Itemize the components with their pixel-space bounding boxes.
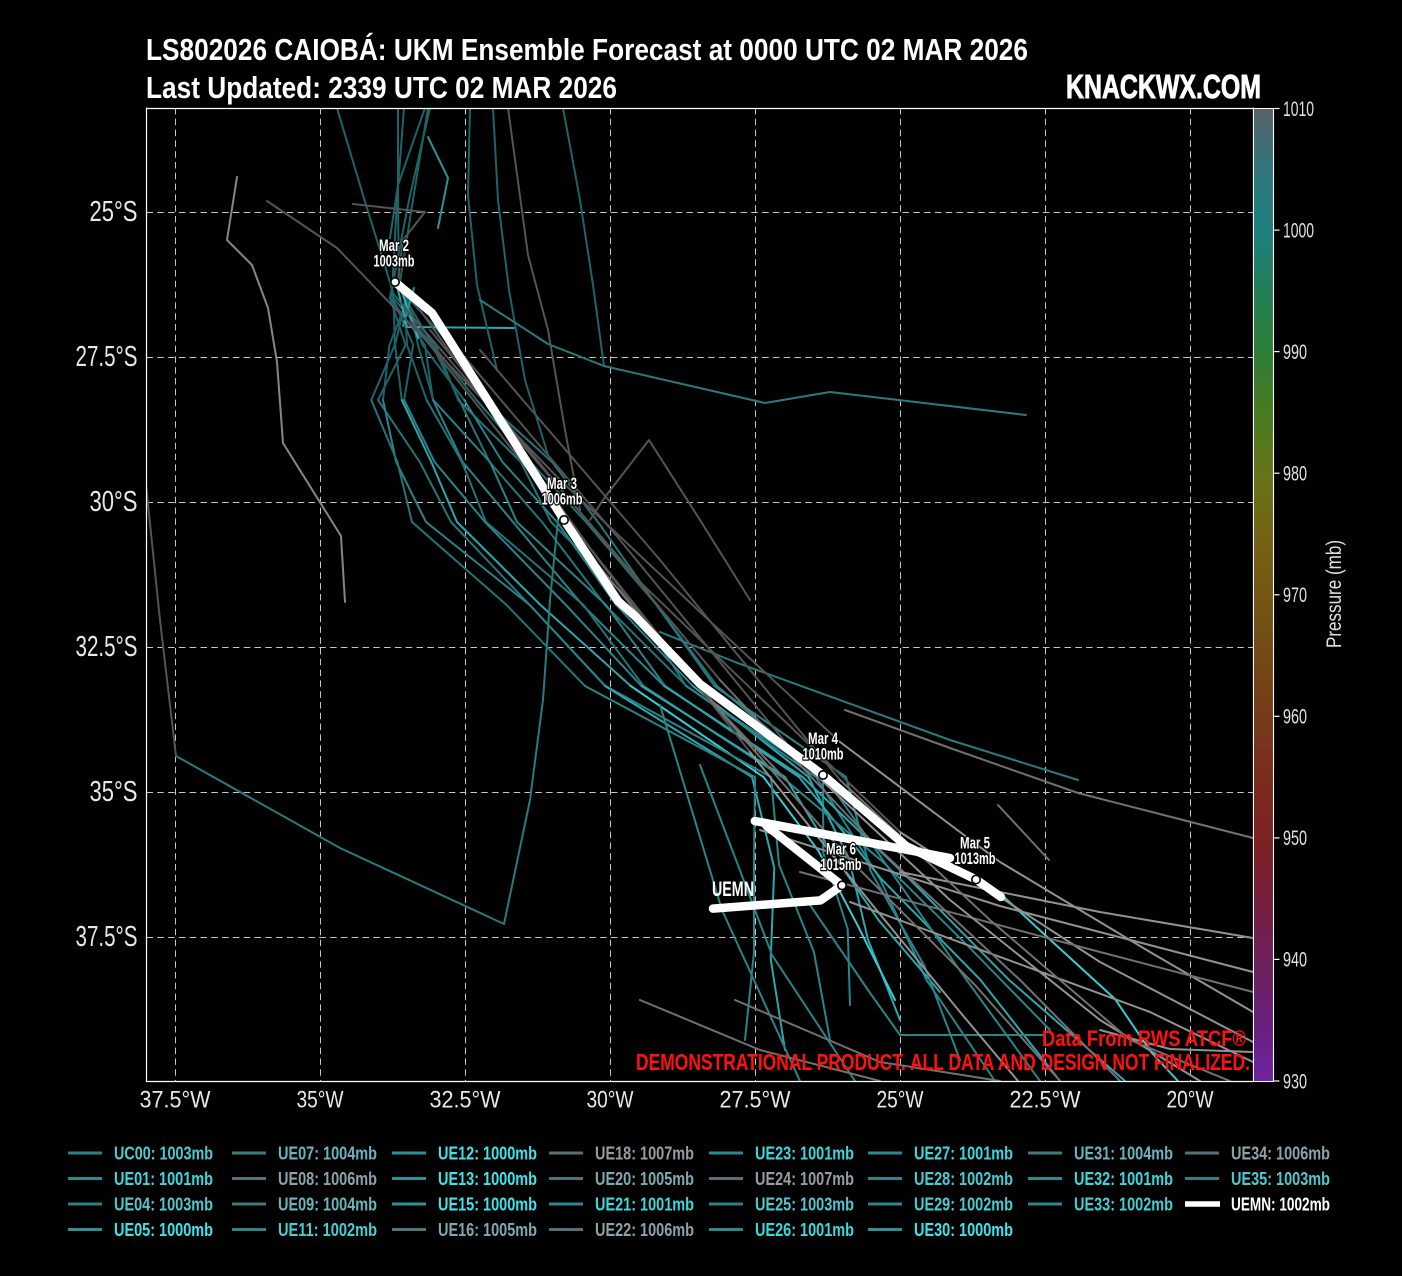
svg-text:UE24: 1007mb: UE24: 1007mb xyxy=(755,1169,854,1189)
svg-text:980: 980 xyxy=(1283,462,1307,486)
svg-text:UE23: 1001mb: UE23: 1001mb xyxy=(755,1144,854,1164)
svg-text:22.5°W: 22.5°W xyxy=(1010,1087,1081,1114)
svg-text:UE31: 1004mb: UE31: 1004mb xyxy=(1074,1144,1173,1164)
svg-text:960: 960 xyxy=(1283,705,1307,729)
svg-text:UE16: 1005mb: UE16: 1005mb xyxy=(438,1220,537,1240)
svg-text:1010: 1010 xyxy=(1283,97,1314,121)
svg-text:Mar 4: Mar 4 xyxy=(808,729,838,748)
svg-text:UE22: 1006mb: UE22: 1006mb xyxy=(595,1220,694,1240)
svg-text:32.5°W: 32.5°W xyxy=(430,1087,501,1114)
svg-text:UE04: 1003mb: UE04: 1003mb xyxy=(114,1195,213,1215)
svg-text:27.5°S: 27.5°S xyxy=(76,341,138,373)
svg-text:35°W: 35°W xyxy=(297,1087,344,1114)
svg-text:1000: 1000 xyxy=(1283,218,1314,242)
svg-text:LS802026 CAIOBÁ: UKM Ensemble: LS802026 CAIOBÁ: UKM Ensemble Forecast a… xyxy=(146,32,1028,67)
svg-text:970: 970 xyxy=(1283,583,1307,607)
svg-text:1010mb: 1010mb xyxy=(803,745,844,764)
svg-text:UEMN: UEMN xyxy=(712,878,754,901)
svg-text:37.5°S: 37.5°S xyxy=(76,921,138,953)
svg-text:UE15: 1000mb: UE15: 1000mb xyxy=(438,1195,537,1215)
svg-text:UE08: 1006mb: UE08: 1006mb xyxy=(278,1169,377,1189)
svg-text:Data From RWS ATCF®: Data From RWS ATCF® xyxy=(1042,1026,1246,1051)
svg-text:UE12: 1000mb: UE12: 1000mb xyxy=(438,1144,537,1164)
svg-text:UE07: 1004mb: UE07: 1004mb xyxy=(278,1144,377,1164)
svg-text:UE01: 1001mb: UE01: 1001mb xyxy=(114,1169,213,1189)
svg-text:27.5°W: 27.5°W xyxy=(720,1087,791,1114)
svg-text:1013mb: 1013mb xyxy=(955,849,996,868)
svg-text:Mar 3: Mar 3 xyxy=(547,474,577,493)
svg-text:35°S: 35°S xyxy=(90,776,138,808)
svg-text:UE13: 1000mb: UE13: 1000mb xyxy=(438,1169,537,1189)
svg-text:UE33: 1002mb: UE33: 1002mb xyxy=(1074,1195,1173,1215)
svg-text:Mar 5: Mar 5 xyxy=(960,834,990,853)
svg-text:KNACKWX.COM: KNACKWX.COM xyxy=(1066,68,1261,105)
svg-text:UE29: 1002mb: UE29: 1002mb xyxy=(914,1195,1013,1215)
svg-text:1006mb: 1006mb xyxy=(542,490,583,509)
svg-text:Mar 6: Mar 6 xyxy=(826,839,856,858)
svg-text:UE21: 1001mb: UE21: 1001mb xyxy=(595,1195,694,1215)
svg-text:UE35: 1003mb: UE35: 1003mb xyxy=(1231,1169,1330,1189)
svg-text:25°S: 25°S xyxy=(90,196,138,228)
svg-text:32.5°S: 32.5°S xyxy=(76,631,138,663)
svg-text:UE25: 1003mb: UE25: 1003mb xyxy=(755,1195,854,1215)
svg-text:UE26: 1001mb: UE26: 1001mb xyxy=(755,1220,854,1240)
svg-text:Mar 2: Mar 2 xyxy=(379,236,409,255)
svg-text:Pressure (mb): Pressure (mb) xyxy=(1323,540,1346,648)
svg-text:UE27: 1001mb: UE27: 1001mb xyxy=(914,1144,1013,1164)
svg-text:UE34: 1006mb: UE34: 1006mb xyxy=(1231,1144,1330,1164)
svg-text:20°W: 20°W xyxy=(1167,1087,1214,1114)
svg-text:940: 940 xyxy=(1283,948,1307,972)
svg-text:UE11: 1002mb: UE11: 1002mb xyxy=(278,1220,377,1240)
svg-text:950: 950 xyxy=(1283,826,1307,850)
svg-text:UEMN: 1002mb: UEMN: 1002mb xyxy=(1231,1195,1330,1215)
svg-text:Last Updated: 2339 UTC 02 MAR: Last Updated: 2339 UTC 02 MAR 2026 xyxy=(146,70,617,105)
svg-text:930: 930 xyxy=(1283,1069,1307,1093)
svg-text:DEMONSTRATIONAL PRODUCT. ALL D: DEMONSTRATIONAL PRODUCT. ALL DATA AND DE… xyxy=(636,1049,1250,1075)
svg-text:1015mb: 1015mb xyxy=(821,855,862,874)
svg-text:30°W: 30°W xyxy=(587,1087,634,1114)
svg-text:UC00: 1003mb: UC00: 1003mb xyxy=(114,1144,213,1164)
svg-text:30°S: 30°S xyxy=(90,486,138,518)
svg-text:UE20: 1005mb: UE20: 1005mb xyxy=(595,1169,694,1189)
svg-text:25°W: 25°W xyxy=(877,1087,924,1114)
svg-text:990: 990 xyxy=(1283,340,1307,364)
svg-text:37.5°W: 37.5°W xyxy=(140,1087,211,1114)
svg-text:UE09: 1004mb: UE09: 1004mb xyxy=(278,1195,377,1215)
svg-text:UE30: 1000mb: UE30: 1000mb xyxy=(914,1220,1013,1240)
svg-text:UE05: 1000mb: UE05: 1000mb xyxy=(114,1220,213,1240)
svg-text:UE28: 1002mb: UE28: 1002mb xyxy=(914,1169,1013,1189)
svg-text:UE32: 1001mb: UE32: 1001mb xyxy=(1074,1169,1173,1189)
svg-text:UE18: 1007mb: UE18: 1007mb xyxy=(595,1144,694,1164)
svg-text:1003mb: 1003mb xyxy=(374,252,415,271)
